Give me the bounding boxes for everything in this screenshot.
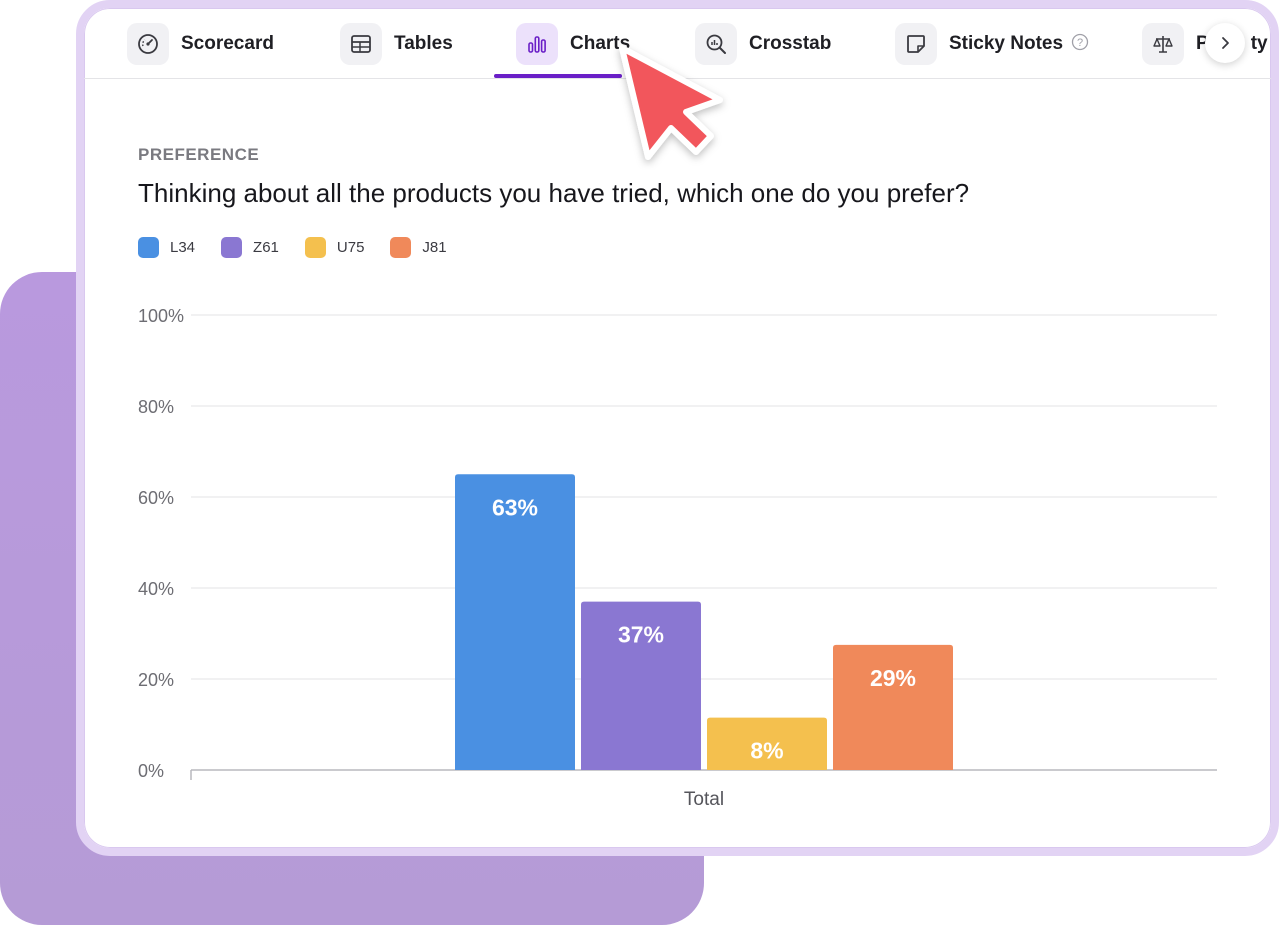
legend-swatch	[221, 237, 243, 258]
bar-j81[interactable]	[833, 644, 953, 770]
question-title: Thinking about all the products you have…	[138, 178, 970, 208]
tab-label: Charts	[570, 33, 631, 54]
magnifier-chart-icon	[695, 23, 737, 65]
mouse-pointer-icon	[619, 45, 723, 160]
legend-swatch	[138, 237, 159, 258]
legend-item-j81[interactable]: J81	[390, 237, 447, 258]
legend-item-u75[interactable]: U75	[304, 237, 365, 258]
tab-label: Sticky Notes	[949, 33, 1064, 54]
svg-text:?: ?	[1077, 37, 1083, 49]
tab-label: Scorecard	[181, 33, 274, 54]
tab-tables[interactable]: Tables	[340, 22, 453, 66]
tab-scorecard[interactable]: Scorecard	[127, 22, 274, 66]
bar-value-label: 37%	[618, 622, 664, 648]
tab-bar: Scorecard Tables Charts Crosstab Sticky …	[84, 8, 1271, 79]
x-category-label: Total	[684, 789, 724, 810]
scale-icon	[1142, 23, 1184, 65]
legend-item-l34[interactable]: L34	[138, 237, 195, 258]
legend-label: Z61	[253, 239, 279, 256]
y-tick-label: 0%	[138, 761, 164, 781]
active-tab-indicator	[494, 74, 622, 78]
legend-label: L34	[170, 239, 196, 256]
scroll-tabs-right-button[interactable]	[1205, 23, 1245, 63]
bar-chart: 100% 80% 60% 40% 20% 0% 63% 37% 8% 29% Total	[138, 306, 1217, 810]
tab-label-tail: ty	[1250, 33, 1268, 54]
bar-value-label: 63%	[492, 494, 538, 520]
bar-value-label: 8%	[750, 738, 783, 764]
y-tick-label: 20%	[138, 670, 174, 690]
chart-card: Scorecard Tables Charts Crosstab Sticky …	[76, 0, 1279, 856]
section-label: PREFERENCE	[138, 145, 260, 164]
y-tick-label: 60%	[138, 488, 174, 508]
bar-l34[interactable]	[455, 474, 575, 770]
bar-value-label: 29%	[870, 665, 916, 691]
table-icon	[340, 23, 382, 65]
bar-u75[interactable]	[707, 717, 827, 770]
y-tick-label: 80%	[138, 397, 174, 417]
legend-label: J81	[422, 239, 447, 256]
chevron-right-icon	[1222, 37, 1229, 49]
bar-chart-icon	[516, 23, 558, 65]
chart-legend: L34 Z61 U75 J81	[138, 237, 473, 258]
legend-label: U75	[336, 239, 365, 256]
tab-label: Tables	[394, 33, 453, 54]
tab-label: Crosstab	[749, 33, 832, 54]
bar-z61[interactable]	[581, 601, 701, 770]
sticky-note-icon	[895, 23, 937, 65]
legend-swatch	[304, 237, 326, 258]
legend-swatch	[390, 237, 412, 258]
tab-charts[interactable]: Charts	[516, 22, 630, 66]
legend-item-z61[interactable]: Z61	[221, 237, 279, 258]
y-tick-label: 100%	[138, 306, 184, 326]
tab-crosstab[interactable]: Crosstab	[695, 22, 831, 66]
help-icon[interactable]: ?	[1071, 33, 1089, 56]
gauge-icon	[127, 23, 169, 65]
tab-sticky-notes[interactable]: Sticky Notes ?	[895, 22, 1089, 66]
y-tick-label: 40%	[138, 579, 174, 599]
